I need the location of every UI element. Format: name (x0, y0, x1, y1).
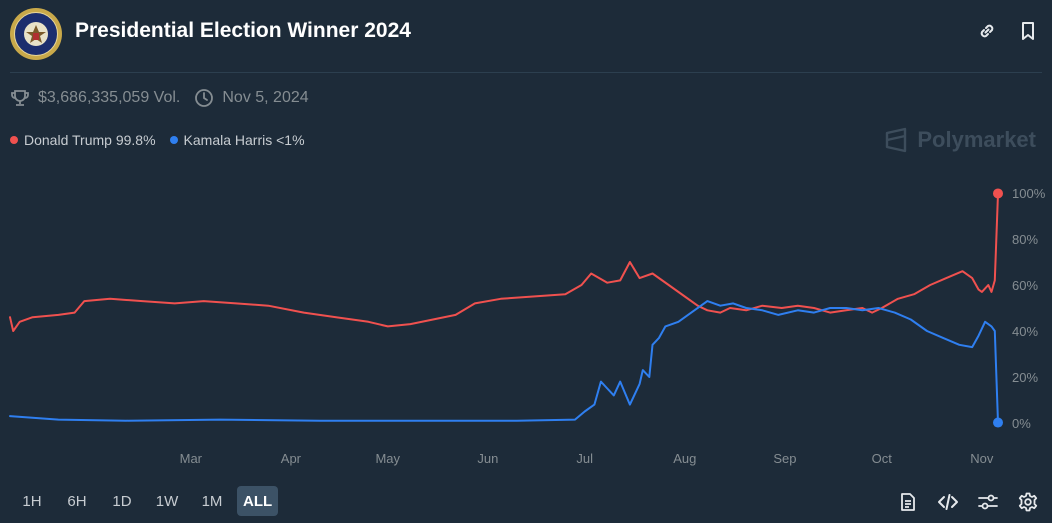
time-range-selector: 1H 6H 1D 1W 1M ALL (12, 486, 283, 516)
harris-dot-icon (169, 136, 178, 144)
series-line-donald-trump (9, 192, 999, 332)
market-title: Presidential Election Winner 2024 (75, 19, 411, 42)
polymarket-logo-icon (886, 127, 907, 153)
price-history-chart: Mar Apr May Jun Jul Aug Sep Oct Nov 0% 20% 40% 60% 8… (9, 186, 1046, 466)
presidential-seal-logo (10, 8, 62, 60)
x-tick-label-jun: Jun (477, 451, 498, 466)
document-icon[interactable] (897, 491, 919, 513)
y-tick-label-80: 80% (1012, 232, 1038, 247)
y-tick-label-0: 0% (1012, 416, 1031, 431)
x-tick-label-apr: Apr (281, 451, 302, 466)
range-1d-button[interactable]: 1D (112, 492, 132, 510)
y-tick-label-20: 20% (1012, 370, 1038, 385)
x-tick-label-may: May (375, 451, 400, 466)
header-divider (10, 72, 1042, 73)
bookmark-icon[interactable] (1017, 20, 1039, 42)
link-icon[interactable] (976, 20, 998, 42)
x-tick-label-oct: Oct (872, 451, 893, 466)
trump-dot-icon (10, 136, 18, 144)
market-meta: $3,686,335,059 Vol. Nov 5, 2024 (10, 86, 309, 110)
series-endpoint-kamala-harris (993, 417, 1003, 428)
y-tick-label-60: 60% (1012, 278, 1038, 293)
range-1m-button[interactable]: 1M (201, 492, 223, 510)
legend-label-trump: Donald Trump 99.8% (24, 132, 156, 148)
range-all-button[interactable]: ALL (237, 486, 279, 516)
legend-item-trump[interactable]: Donald Trump 99.8% (10, 132, 156, 148)
header: Presidential Election Winner 2024 (0, 0, 1052, 70)
sliders-icon[interactable] (977, 491, 999, 513)
legend-item-harris[interactable]: Kamala Harris <1% (169, 132, 305, 148)
gear-icon[interactable] (1017, 491, 1039, 513)
series-line-kamala-harris (9, 300, 999, 424)
range-6h-button[interactable]: 6H (67, 492, 87, 510)
volume-text: $3,686,335,059 Vol. (38, 89, 181, 106)
polymarket-watermark: Polymarket (883, 126, 1036, 154)
chart-legend: Donald Trump 99.8% Kamala Harris <1% (10, 130, 319, 150)
code-icon[interactable] (937, 491, 959, 513)
y-tick-label-100: 100% (1012, 186, 1046, 201)
x-tick-label-jul: Jul (576, 451, 593, 466)
series-endpoint-donald-trump (993, 188, 1003, 199)
legend-label-harris: Kamala Harris <1% (183, 132, 305, 148)
x-tick-label-sep: Sep (773, 451, 796, 466)
y-tick-label-40: 40% (1012, 324, 1038, 339)
range-1w-button[interactable]: 1W (155, 492, 179, 510)
brand-name: Polymarket (917, 127, 1036, 152)
x-tick-label-nov: Nov (970, 451, 994, 466)
x-tick-label-aug: Aug (673, 451, 696, 466)
clock-icon (194, 88, 214, 108)
range-1h-button[interactable]: 1H (22, 492, 42, 510)
x-tick-label-mar: Mar (180, 451, 203, 466)
trophy-icon (10, 88, 30, 108)
end-date-text: Nov 5, 2024 (222, 89, 309, 106)
